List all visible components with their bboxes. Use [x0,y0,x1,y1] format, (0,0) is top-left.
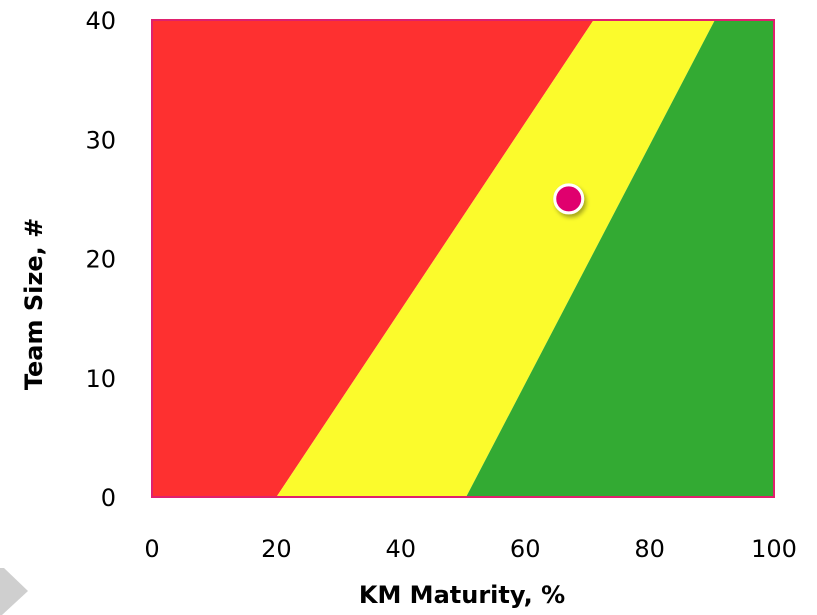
x-tick-label-2: 40 [386,535,417,563]
region-0 [152,20,594,497]
x-tick-label-3: 60 [510,535,541,563]
x-tick-label-1: 20 [261,535,292,563]
region-2 [466,20,774,497]
x-tick-label-0: 0 [144,535,159,563]
x-tick-label-5: 100 [751,535,797,563]
corner-arrow-decoration [0,568,28,615]
plot-frame [151,19,775,498]
x-tick-label-4: 80 [634,535,665,563]
y-axis-ticks: 0 10 20 30 40 [85,7,116,512]
data-point-0 [553,183,585,215]
x-axis-ticks: 0 20 40 60 80 100 [144,535,797,563]
y-tick-label-1: 10 [85,365,116,393]
region-1 [276,20,715,497]
y-tick-label-4: 40 [85,7,116,35]
plot-area [151,19,775,498]
x-axis-title: KM Maturity, % [359,581,565,609]
y-axis-title: Team Size, # [20,218,48,390]
y-tick-label-3: 30 [85,126,116,154]
y-tick-label-0: 0 [101,484,116,512]
y-tick-label-2: 20 [85,246,116,274]
